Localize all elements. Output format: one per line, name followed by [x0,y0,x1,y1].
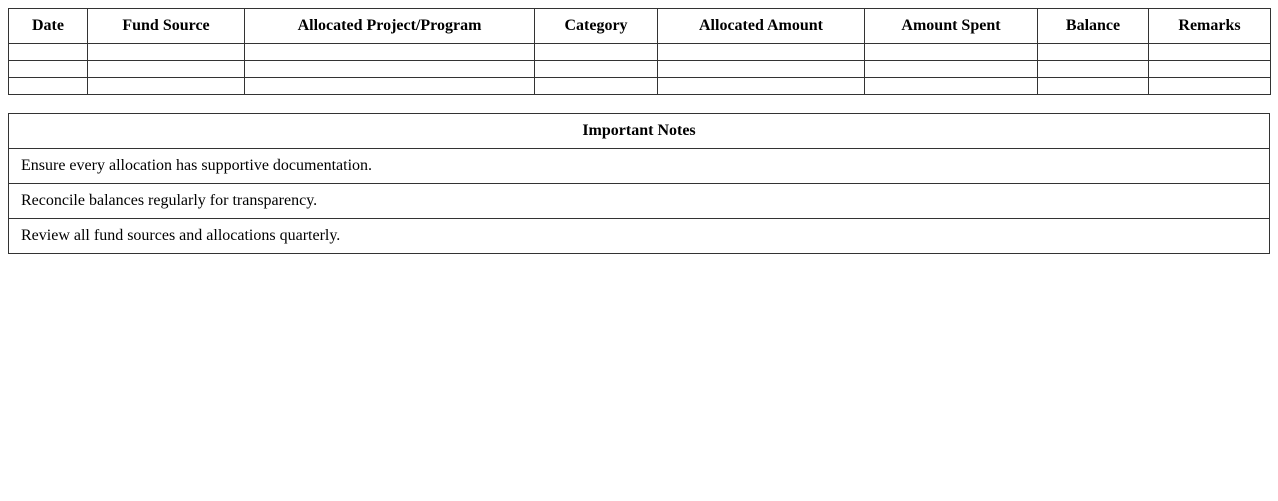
table-cell [657,77,865,95]
table-cell [8,43,88,61]
table-cell [534,43,658,61]
table-cell [87,77,245,95]
table-cell [244,60,535,78]
table-cell [244,43,535,61]
table-cell [87,43,245,61]
table-cell [1037,43,1149,61]
table-row [8,77,1271,95]
note-text: Ensure every allocation has supportive d… [8,148,1270,184]
table-cell [864,60,1038,78]
note-row: Ensure every allocation has supportive d… [8,148,1270,184]
note-row: Reconcile balances regularly for transpa… [8,183,1270,219]
column-header: Allocated Project/Program [244,8,535,44]
table-cell [1037,77,1149,95]
table-cell [534,60,658,78]
table-cell [1148,43,1271,61]
note-text: Review all fund sources and allocations … [8,218,1270,254]
column-header: Category [534,8,658,44]
table-cell [1148,60,1271,78]
table-row [8,43,1271,61]
column-header: Allocated Amount [657,8,865,44]
table-cell [864,43,1038,61]
table-cell [1148,77,1271,95]
column-header: Date [8,8,88,44]
column-header: Amount Spent [864,8,1038,44]
table-cell [87,60,245,78]
important-notes-table: Important Notes Ensure every allocation … [8,113,1270,254]
table-header-row: Date Fund Source Allocated Project/Program… [8,8,1271,44]
table-cell [8,60,88,78]
table-cell [244,77,535,95]
notes-title: Important Notes [8,113,1270,149]
fund-allocation-table: Date Fund Source Allocated Project/Program… [8,8,1271,95]
column-header: Balance [1037,8,1149,44]
table-cell [1037,60,1149,78]
column-header: Remarks [1148,8,1271,44]
note-text: Reconcile balances regularly for transpa… [8,183,1270,219]
note-row: Review all fund sources and allocations … [8,218,1270,254]
table-cell [657,60,865,78]
table-cell [8,77,88,95]
column-header: Fund Source [87,8,245,44]
table-row [8,60,1271,78]
table-cell [657,43,865,61]
table-cell [534,77,658,95]
table-cell [864,77,1038,95]
